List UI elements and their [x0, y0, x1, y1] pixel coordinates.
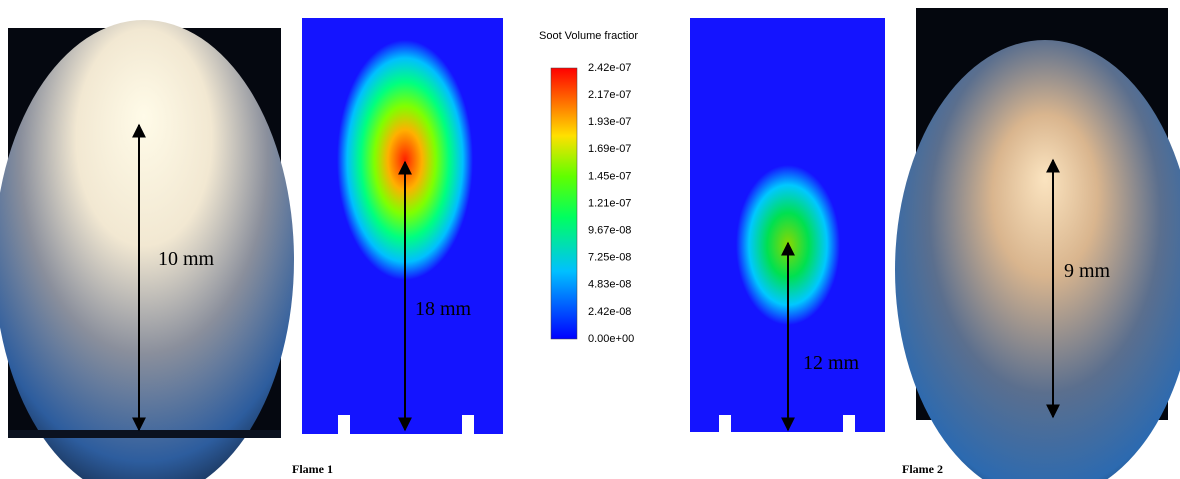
simulation-2: 12 mm	[690, 18, 885, 432]
length-label: 18 mm	[415, 298, 472, 320]
colorbar-title: Soot Volume fractior	[539, 30, 638, 42]
colorbar-label: 2.17e-07	[588, 89, 631, 101]
photo-1: 10 mm	[0, 20, 294, 479]
colorbar: Soot Volume fractior 2.42e-07 2.17e-07 1.9…	[539, 30, 638, 345]
colorbar-label: 1.45e-07	[588, 170, 631, 182]
length-label: 10 mm	[158, 248, 215, 270]
caption: Flame 1	[292, 462, 333, 476]
length-label: 12 mm	[803, 352, 860, 374]
colorbar-label: 1.21e-07	[588, 197, 631, 209]
colorbar-label: 2.42e-08	[588, 306, 631, 318]
colorbar-label: 7.25e-08	[588, 252, 631, 264]
photo-2: 9 mm	[895, 8, 1180, 479]
caption: Flame 2	[902, 462, 943, 476]
colorbar-label: 0.00e+00	[588, 333, 634, 345]
colorbar-label: 1.69e-07	[588, 143, 631, 155]
colorbar-label: 2.42e-07	[588, 62, 631, 74]
colorbar-label: 1.93e-07	[588, 116, 631, 128]
colorbar-label: 9.67e-08	[588, 225, 631, 237]
colorbar-label: 4.83e-08	[588, 279, 631, 291]
length-label: 9 mm	[1064, 260, 1111, 282]
simulation-1: 18 mm	[302, 18, 503, 434]
